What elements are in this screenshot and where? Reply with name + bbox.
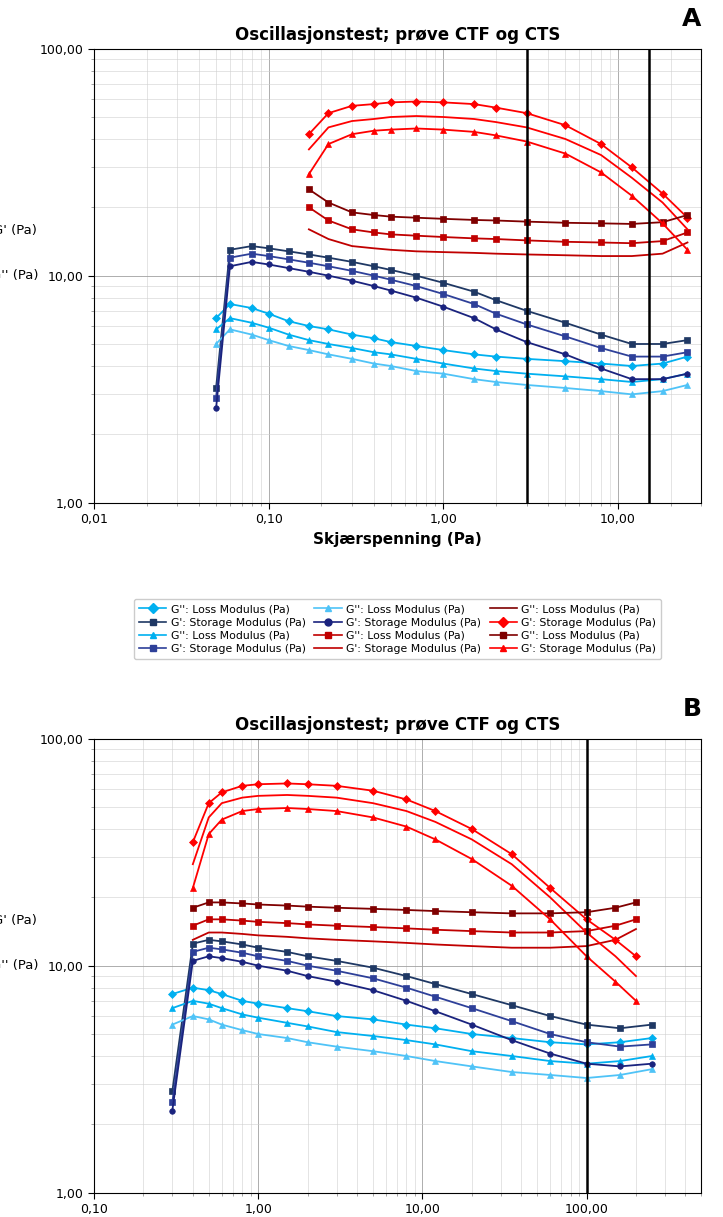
X-axis label: Skjærspenning (Pa): Skjærspenning (Pa)	[313, 532, 482, 546]
Text: G' (Pa): G' (Pa)	[0, 914, 37, 927]
Title: Oscillasjonstest; prøve CTF og CTS: Oscillasjonstest; prøve CTF og CTS	[235, 27, 560, 44]
Text: G' (Pa): G' (Pa)	[0, 224, 37, 237]
Text: G'' (Pa): G'' (Pa)	[0, 959, 39, 972]
Text: B: B	[683, 696, 701, 720]
Legend: G'': Loss Modulus (Pa), G': Storage Modulus (Pa), G'': Loss Modulus (Pa), G': St: G'': Loss Modulus (Pa), G': Storage Modu…	[134, 599, 662, 660]
Title: Oscillasjonstest; prøve CTF og CTS: Oscillasjonstest; prøve CTF og CTS	[235, 717, 560, 734]
Text: G'' (Pa): G'' (Pa)	[0, 269, 39, 282]
Text: A: A	[682, 6, 701, 30]
